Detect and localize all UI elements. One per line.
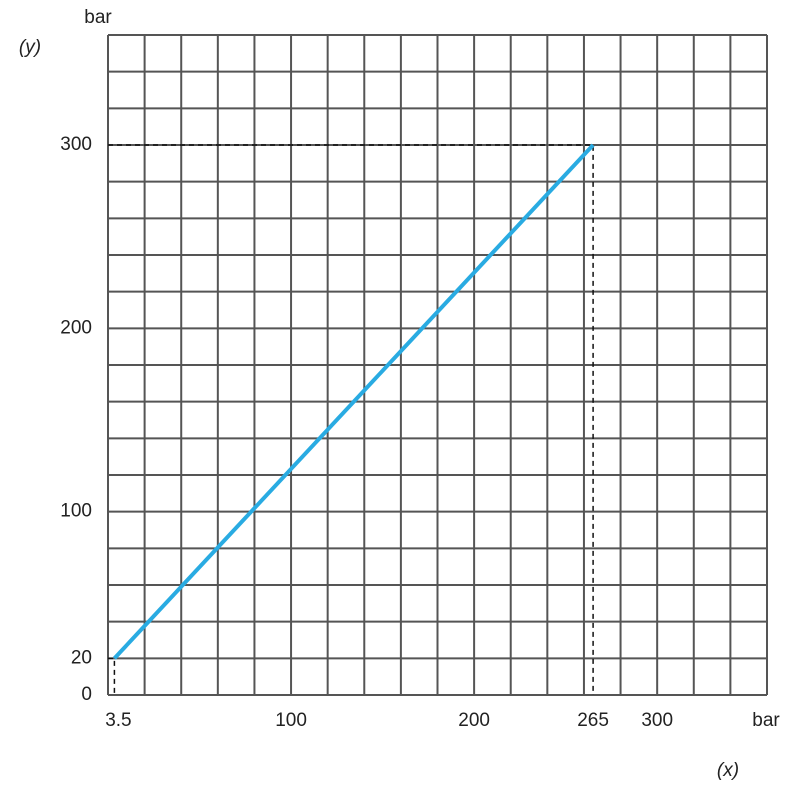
x-tick-label: 300	[641, 710, 673, 731]
x-axis-label: (x)	[717, 760, 739, 781]
x-tick-label: 100	[275, 710, 307, 731]
x-tick-label: 265	[577, 710, 609, 731]
guide-line	[108, 657, 116, 695]
y-tick-label: 100	[60, 501, 92, 522]
data-line	[112, 143, 595, 660]
x-tick-label: 3.5	[105, 710, 131, 731]
y-tick-label: 200	[60, 317, 92, 338]
x-tick-label: 200	[458, 710, 490, 731]
y-tick-label: 300	[60, 134, 92, 155]
y-axis-label: (y)	[19, 37, 41, 58]
y-tick-label: 20	[71, 647, 92, 668]
y-tick-label: 0	[81, 684, 92, 705]
x-unit: bar	[752, 710, 780, 731]
y-unit: bar	[84, 7, 112, 28]
